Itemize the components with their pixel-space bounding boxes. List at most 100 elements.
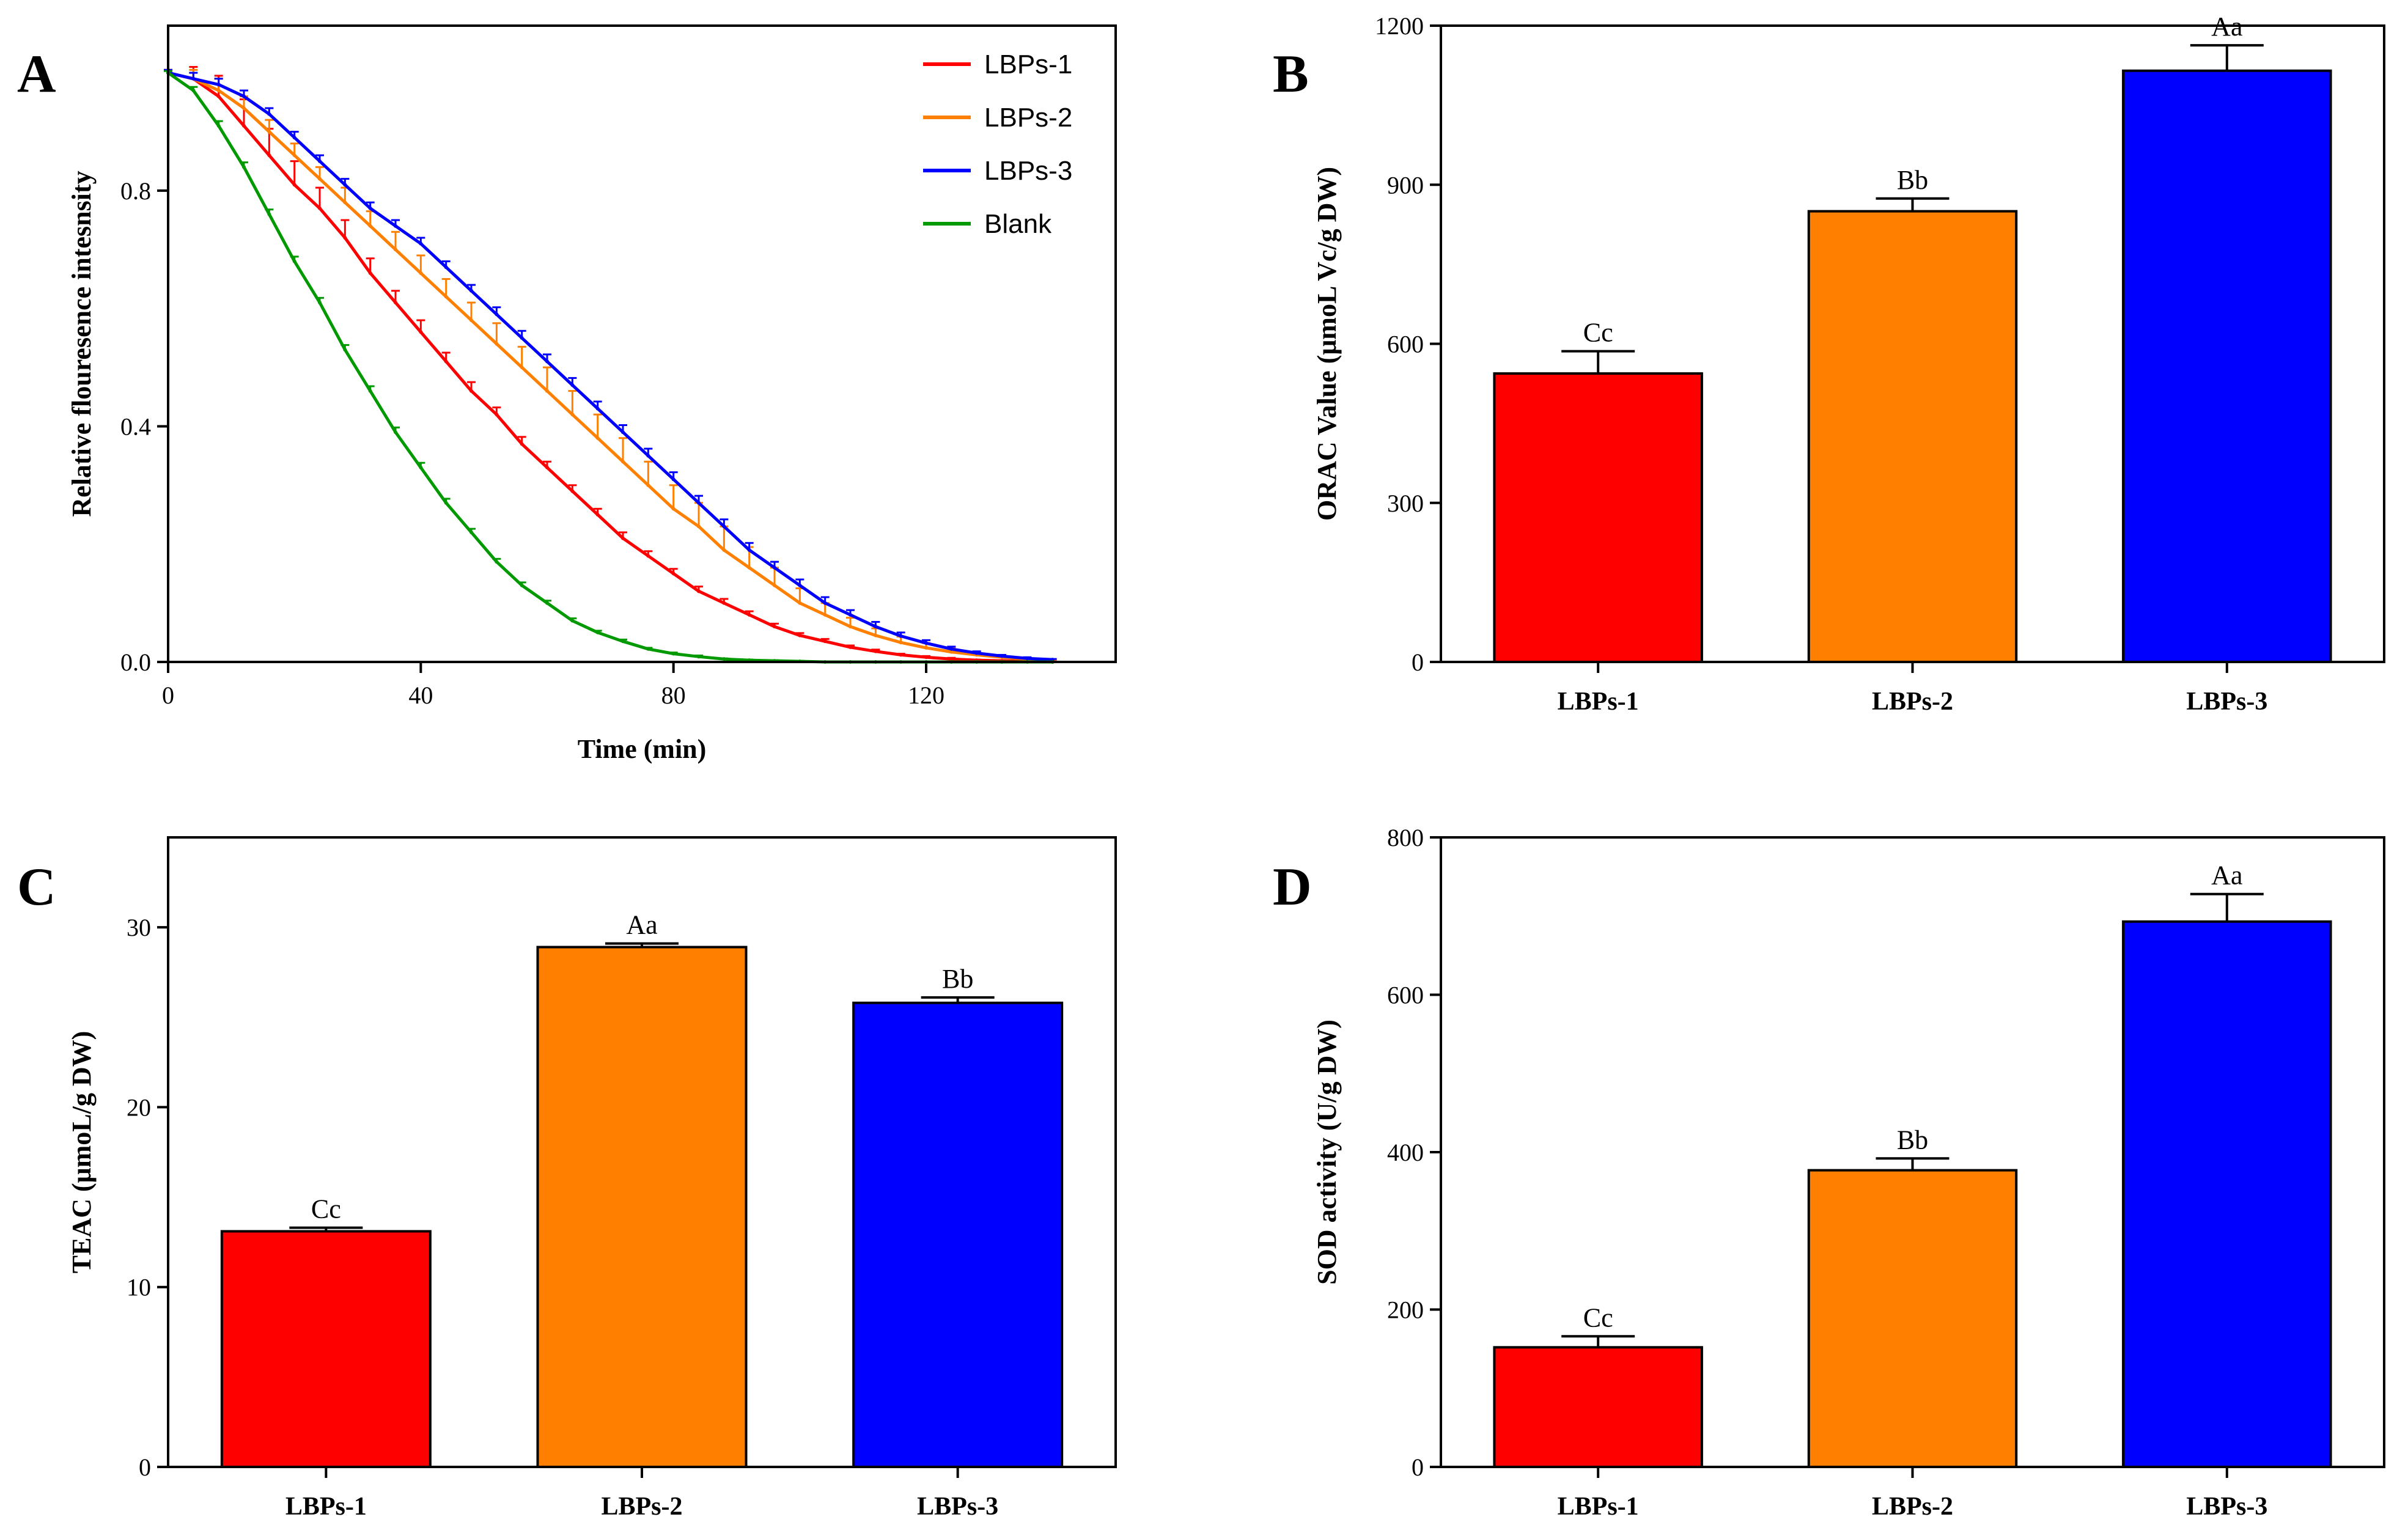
significance-label: Aa — [2211, 861, 2242, 891]
data-point — [849, 625, 852, 629]
y-tick-label: 0 — [1412, 1453, 1424, 1481]
data-point — [570, 489, 575, 493]
data-point — [949, 650, 954, 654]
data-point — [318, 206, 322, 210]
legend-label: Blank — [984, 209, 1052, 239]
category-label: LBPs-3 — [2186, 688, 2267, 716]
data-point — [697, 655, 701, 659]
y-tick-label: 300 — [1387, 490, 1424, 517]
data-point — [823, 612, 827, 617]
x-tick-label: 80 — [661, 682, 686, 709]
significance-label: Aa — [626, 910, 657, 940]
data-point — [924, 641, 928, 645]
plot-frame — [1440, 836, 2385, 1468]
y-axis-title: SOD activity (U/g DW) — [1312, 1020, 1342, 1285]
data-point — [671, 571, 676, 576]
y-tick-label: 0.8 — [120, 177, 151, 205]
y-tick-label: 900 — [1387, 171, 1424, 199]
data-point — [621, 460, 625, 464]
data-point — [242, 165, 246, 169]
category-label: LBPs-3 — [917, 1493, 998, 1521]
legend-label: LBPs-2 — [984, 103, 1072, 133]
data-point — [671, 477, 676, 482]
data-point — [267, 153, 271, 158]
data-point — [747, 612, 751, 617]
bar-LBPs-2 — [1807, 1169, 2018, 1469]
data-point — [722, 548, 726, 552]
data-point — [368, 271, 372, 275]
bar-LBPs-3 — [852, 1001, 1064, 1468]
bar-LBPs-3 — [2122, 920, 2332, 1468]
data-point — [419, 271, 423, 275]
panel-C: C 0 10 20 30 Cc LBPs-1 Aa LBPs-2 Bb LBPs-3 TEAC (μm… — [17, 836, 1117, 1521]
y-tick-label: 800 — [1387, 824, 1424, 851]
data-point — [747, 565, 751, 570]
data-point — [899, 634, 903, 638]
data-point — [292, 153, 296, 158]
bar-LBPs-3 — [2122, 69, 2332, 664]
data-point — [646, 554, 650, 558]
data-point — [697, 589, 701, 593]
data-point — [394, 430, 397, 435]
data-point — [874, 649, 878, 653]
data-point — [292, 136, 296, 140]
y-axis-title: ORAC Value (μmoL Vc/g DW) — [1312, 167, 1342, 521]
data-point — [697, 524, 701, 529]
panel-letter-C: C — [17, 858, 56, 917]
data-point — [899, 653, 903, 657]
data-point — [621, 639, 625, 644]
data-point — [671, 652, 676, 656]
data-point — [747, 548, 751, 552]
data-point — [595, 630, 600, 634]
series-LBPs-2 — [164, 68, 1057, 663]
data-point — [394, 301, 397, 305]
data-point — [495, 342, 499, 346]
panel-letter-B: B — [1273, 45, 1309, 104]
data-point — [267, 130, 271, 134]
data-point — [242, 106, 246, 110]
y-tick-label: 0.0 — [120, 649, 151, 676]
y-tick-label: 0 — [139, 1453, 151, 1481]
data-point — [646, 483, 650, 487]
plot-frame — [167, 24, 1117, 663]
data-point — [949, 657, 954, 661]
data-point — [520, 336, 524, 340]
y-tick-label: 0.4 — [120, 413, 151, 440]
data-point — [444, 359, 448, 364]
y-axis-title: Relative flouresence intesnsity — [67, 171, 97, 516]
category-label: LBPs-2 — [601, 1493, 682, 1521]
legend-label: LBPs-1 — [984, 50, 1072, 79]
bar-LBPs-2 — [1807, 210, 2018, 663]
data-point — [419, 330, 423, 334]
y-tick-label: 400 — [1387, 1139, 1424, 1166]
data-point — [924, 645, 928, 650]
data-point — [823, 639, 827, 644]
data-point — [469, 389, 473, 393]
data-point — [419, 241, 423, 246]
data-point — [595, 406, 600, 411]
data-point — [191, 89, 196, 93]
category-label: LBPs-2 — [1872, 688, 1953, 716]
bar-LBPs-1 — [220, 1230, 432, 1468]
y-tick-label: 600 — [1387, 331, 1424, 358]
data-point — [242, 94, 246, 98]
data-point — [318, 301, 322, 305]
data-point — [469, 288, 473, 293]
data-point — [495, 560, 499, 564]
panel-D: D 0 200 400 600 800 Cc LBPs-1 Bb LBPs-2 Aa LBPs-3 SO… — [1273, 824, 2385, 1521]
series-LBPs-3 — [164, 68, 1057, 662]
data-point — [798, 601, 802, 605]
data-point — [621, 430, 625, 435]
data-point — [545, 465, 549, 469]
y-tick-label: 1200 — [1375, 12, 1424, 40]
data-point — [798, 583, 802, 587]
category-label: LBPs-1 — [285, 1493, 367, 1521]
significance-label: Bb — [1897, 1125, 1928, 1155]
panel-letter-D: D — [1273, 858, 1312, 917]
data-point — [444, 501, 448, 505]
y-axis-title: TEAC (μmoL/g DW) — [67, 1031, 97, 1274]
data-point — [495, 312, 499, 317]
significance-label: Cc — [311, 1194, 341, 1224]
panel-letter-A: A — [17, 45, 56, 104]
x-axis-title: Time (min) — [578, 734, 707, 764]
